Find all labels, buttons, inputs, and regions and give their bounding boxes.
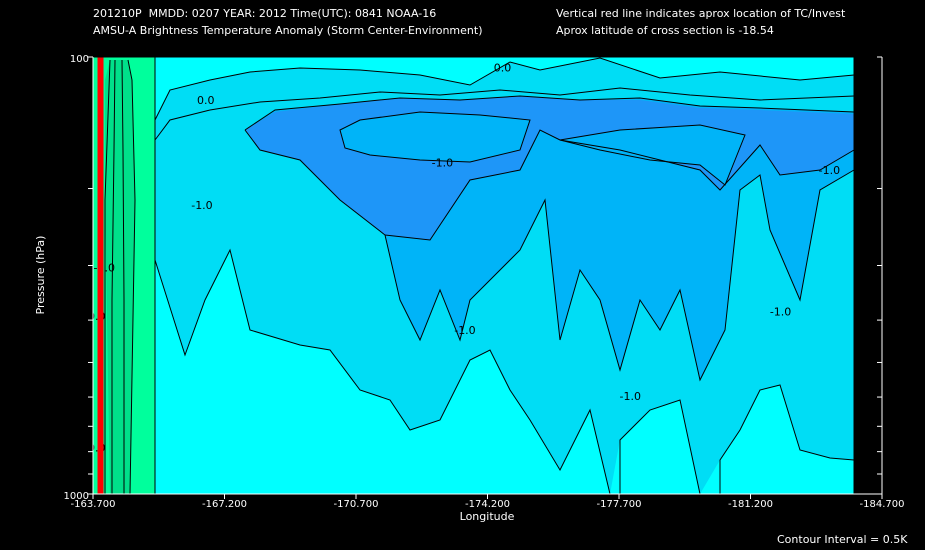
contour-label: -1.0: [819, 164, 840, 177]
header-title-line1: 201210P MMDD: 0207 YEAR: 2012 Time(UTC):…: [93, 7, 437, 20]
lower-zero-region: [155, 250, 854, 494]
contour-line-minus-onehalf: [384, 129, 855, 241]
x-axis-title: Longitude: [460, 510, 515, 523]
contour-line-minus-one-lower: [244, 129, 855, 382]
contour-line-pocket-loop: [559, 124, 746, 186]
header-title-line2: AMSU-A Brightness Temperature Anomaly (S…: [93, 24, 483, 37]
header-note-line2: Aprox latitude of cross section is -18.5…: [556, 24, 774, 37]
contour-line-zero-top: [154, 57, 855, 121]
x-tick-label: -174.200: [465, 499, 510, 510]
contour-label: -1.0: [620, 390, 641, 403]
contour-line-minus-one-outer: [244, 95, 855, 131]
contour-line-inner-loop: [339, 111, 531, 163]
y-tick-label: 1000: [64, 491, 89, 502]
warm-core-inner-region: [105, 60, 135, 494]
contour-label: 0.0: [494, 62, 512, 75]
anomaly-fill-layer: [93, 57, 854, 494]
y-tick-label: 100: [70, 54, 89, 65]
x-tick-label: -181.200: [728, 499, 773, 510]
minus-one-pocket-region: [560, 125, 745, 185]
contour-line-core-left: [111, 59, 116, 494]
contour-label: 0.0: [197, 94, 215, 107]
contour-line-minus-half: [154, 87, 855, 141]
x-tick-label: -163.700: [71, 499, 116, 510]
contour-line-warm-right: [127, 59, 136, 495]
x-tick-label: -177.700: [597, 499, 642, 510]
contour-lines: [104, 57, 855, 495]
y-axis-title: Pressure (hPa): [34, 236, 47, 315]
contour-line-lower: [154, 248, 855, 495]
contour-label: -1.0: [191, 199, 212, 212]
header-note-line1: Vertical red line indicates aprox locati…: [556, 7, 846, 20]
contour-line-warm-left: [104, 59, 111, 494]
x-ticks: -163.700 -167.200 -170.700 -174.200 -177.700…: [71, 494, 905, 510]
contour-label: -1.0: [770, 305, 791, 318]
minus-one-inner-region: [340, 112, 530, 162]
x-tick-label: -170.700: [334, 499, 379, 510]
contour-line-core-right: [121, 59, 125, 494]
contour-label: -1.0: [94, 262, 115, 275]
x-tick-label: -184.700: [860, 499, 905, 510]
contour-label: -1.0: [432, 156, 453, 169]
contour-label: -1.0: [454, 324, 475, 337]
x-tick-label: -167.200: [202, 499, 247, 510]
contour-interval-note: Contour Interval = 0.5K: [777, 533, 908, 546]
y-ticks: 100 1000: [64, 54, 882, 502]
